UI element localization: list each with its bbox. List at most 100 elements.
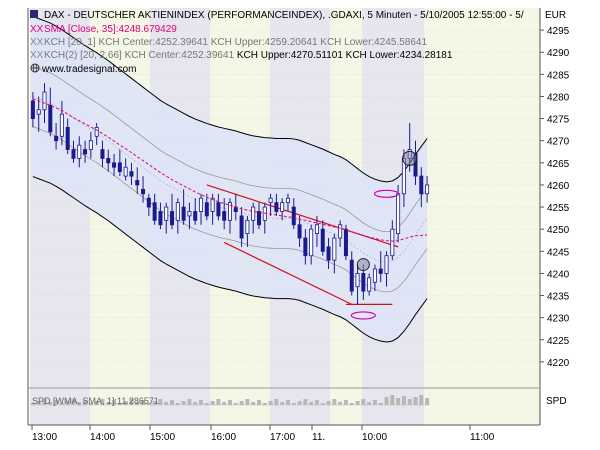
spd-bar-17 — [129, 399, 134, 405]
spd-bar-65 — [407, 399, 412, 405]
xtick-label-7: 11:00 — [470, 432, 495, 443]
spd-bar-34 — [228, 400, 232, 405]
spd-bar-1 — [36, 401, 41, 405]
ytick-label-4285: 4285 — [547, 70, 570, 81]
spd-bar-2 — [42, 399, 47, 405]
spd-bar-56 — [355, 401, 360, 405]
spd-bar-28 — [193, 402, 198, 405]
spd-bar-23 — [164, 402, 169, 405]
spd-bar-32 — [216, 399, 221, 405]
candle-body-2 — [42, 91, 47, 111]
website-link[interactable]: www.tradesignal.com — [41, 64, 136, 75]
candle-body-22 — [158, 211, 163, 226]
candle-body-19 — [141, 188, 146, 195]
candle-body-54 — [343, 228, 348, 257]
spd-bar-52 — [332, 399, 337, 405]
spd-bar-45 — [291, 403, 296, 405]
sma-xx-marker[interactable]: XX — [30, 24, 44, 35]
candle-body-46 — [297, 224, 302, 239]
spd-bar-35 — [233, 403, 238, 405]
spd-bar-18 — [135, 402, 140, 405]
sma-path — [32, 98, 428, 242]
spd-bar-40 — [262, 403, 267, 405]
outer-lower-band — [32, 176, 428, 343]
kch2-legend-prefix: KCH(2) [20, 2.66] KCH Center:4252.39641 — [44, 50, 237, 61]
candle-body-17 — [129, 171, 134, 177]
spd-bar-10 — [88, 403, 93, 405]
candle-body-25 — [175, 202, 180, 221]
spd-bar-5 — [59, 403, 64, 405]
candle-body-47 — [303, 237, 308, 257]
globe-icon — [30, 63, 40, 73]
candle-body-42 — [274, 202, 279, 212]
xtick-label-4: 17:00 — [270, 432, 295, 443]
ytick-label-4225: 4225 — [547, 336, 570, 347]
candle-body-38 — [251, 206, 256, 221]
spd-bar-42 — [274, 399, 279, 405]
spd-bar-64 — [401, 396, 406, 405]
candle-body-11 — [94, 127, 99, 137]
x-axis: 13:00 14:00 15:00 16:00 17:00 11. 10:00 11:00 — [31, 425, 495, 443]
ytick-label-4260: 4260 — [547, 181, 570, 192]
candle-body-53 — [338, 224, 343, 239]
candle-body-0 — [30, 100, 35, 119]
candle-body-61 — [384, 255, 389, 274]
ytick-label-4255: 4255 — [547, 203, 570, 214]
y-axis: 4220 4225 4230 4235 4240 4245 4250 4255 4260 4265… — [540, 26, 570, 369]
candle-body-63 — [396, 193, 401, 235]
candle-body-20 — [146, 197, 151, 208]
spd-bar-60 — [378, 403, 383, 405]
candle-body-50 — [320, 228, 325, 252]
candle-body-41 — [268, 197, 273, 204]
candle-body-12 — [100, 149, 105, 159]
spd-bar-63 — [396, 398, 401, 405]
kch2-legend-suffix: KCH Upper:4270.51101 KCH Lower:4234.2818… — [237, 50, 453, 61]
spd-bar-67 — [419, 395, 424, 405]
spd-bar-46 — [297, 401, 302, 405]
spd-bar-49 — [314, 400, 319, 405]
ytick-label-4265: 4265 — [547, 159, 570, 170]
spd-label: SPD [WMA, SMA, 1]:11.286571 — [32, 396, 159, 406]
inner-upper-band — [32, 66, 428, 233]
candle-body-34 — [228, 202, 232, 221]
candle-body-30 — [204, 202, 209, 217]
kch2-xx-marker[interactable]: XX — [30, 50, 44, 61]
chart-title: DAX - DEUTSCHER AKTIENINDEX (PERFORMANCE… — [44, 10, 524, 21]
spd-bar-30 — [204, 403, 209, 405]
spd-bar-66 — [413, 397, 418, 405]
kch1-xx-marker[interactable]: XX — [30, 37, 44, 48]
candle-body-45 — [291, 206, 296, 226]
sma-line — [32, 98, 428, 242]
spd-bar-48 — [309, 402, 314, 405]
ytick-label-4235: 4235 — [547, 292, 570, 303]
candle-body-44 — [285, 197, 290, 204]
sma-legend: SMA [Close, 35]:4248.679429 — [44, 24, 177, 35]
spd-bar-24 — [170, 400, 175, 405]
highlight-ellipse-top — [373, 189, 400, 198]
price-candles — [30, 83, 430, 305]
shade-column-7 — [424, 8, 540, 425]
spd-bar-36 — [239, 401, 244, 405]
ytick-label-4280: 4280 — [547, 92, 570, 103]
candle-body-23 — [164, 206, 169, 221]
spd-bar-25 — [175, 403, 180, 405]
candle-body-58 — [367, 277, 372, 292]
candle-body-6 — [65, 127, 70, 150]
kch1-legend: KCH [20, 1] KCH Center:4252.39641 KCH Up… — [44, 37, 427, 48]
candle-body-9 — [83, 149, 88, 155]
candle-body-16 — [123, 166, 128, 177]
xtick-label-1: 14:00 — [90, 432, 115, 443]
xtick-label-0: 13:00 — [32, 432, 57, 443]
spd-bar-47 — [303, 399, 308, 405]
spd-bar-4 — [54, 400, 59, 405]
candle-body-26 — [181, 206, 186, 221]
ytick-label-4220: 4220 — [547, 358, 570, 369]
candle-body-14 — [112, 162, 117, 168]
candle-body-18 — [135, 180, 140, 186]
ytick-label-4270: 4270 — [547, 137, 570, 148]
spd-bar-37 — [245, 399, 250, 405]
highlight-ellipse-bottom — [350, 311, 376, 320]
spd-bar-44 — [285, 400, 290, 405]
spd-bar-16 — [123, 401, 128, 405]
